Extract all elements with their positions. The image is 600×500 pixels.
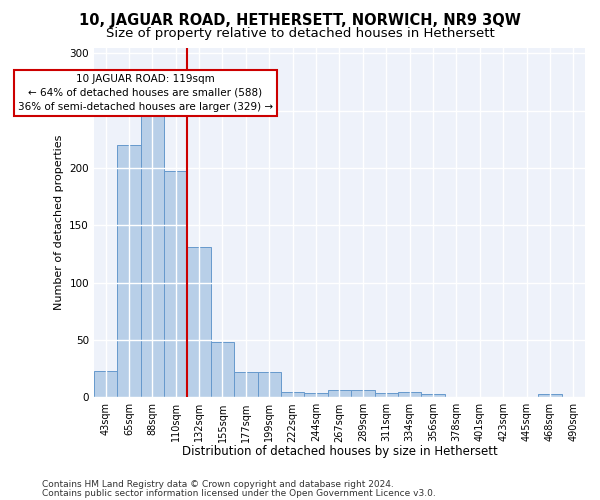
Bar <box>164 172 187 398</box>
Bar <box>351 390 374 398</box>
Bar <box>94 371 117 398</box>
Bar <box>421 394 445 398</box>
Text: 10, JAGUAR ROAD, HETHERSETT, NORWICH, NR9 3QW: 10, JAGUAR ROAD, HETHERSETT, NORWICH, NR… <box>79 12 521 28</box>
Bar <box>328 390 351 398</box>
Bar <box>398 392 421 398</box>
X-axis label: Distribution of detached houses by size in Hethersett: Distribution of detached houses by size … <box>182 444 497 458</box>
Text: Contains HM Land Registry data © Crown copyright and database right 2024.: Contains HM Land Registry data © Crown c… <box>42 480 394 489</box>
Bar <box>140 115 164 398</box>
Bar <box>234 372 257 398</box>
Bar <box>304 393 328 398</box>
Bar <box>257 372 281 398</box>
Y-axis label: Number of detached properties: Number of detached properties <box>53 134 64 310</box>
Text: 10 JAGUAR ROAD: 119sqm
← 64% of detached houses are smaller (588)
36% of semi-de: 10 JAGUAR ROAD: 119sqm ← 64% of detached… <box>18 74 273 112</box>
Text: Contains public sector information licensed under the Open Government Licence v3: Contains public sector information licen… <box>42 488 436 498</box>
Bar <box>187 247 211 398</box>
Bar <box>281 392 304 398</box>
Bar <box>211 342 234 398</box>
Bar <box>117 145 140 398</box>
Text: Size of property relative to detached houses in Hethersett: Size of property relative to detached ho… <box>106 28 494 40</box>
Bar <box>538 394 562 398</box>
Bar <box>374 393 398 398</box>
